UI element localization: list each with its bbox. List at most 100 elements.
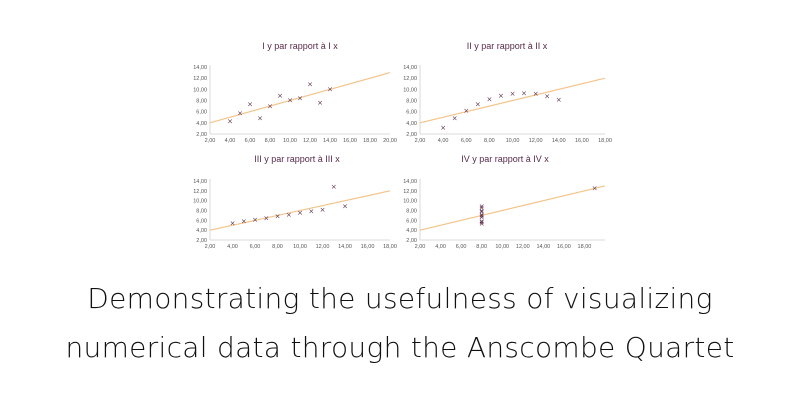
data-point: × bbox=[510, 90, 516, 98]
data-point: × bbox=[475, 101, 481, 109]
x-tick-label: 10,00 bbox=[506, 138, 520, 144]
x-tick-label: 12,00 bbox=[303, 138, 317, 144]
data-point: × bbox=[479, 220, 485, 228]
data-point: × bbox=[247, 101, 253, 109]
x-tick-label: 16,00 bbox=[557, 244, 571, 250]
y-tick-label: 4,00 bbox=[406, 228, 417, 234]
anscombe-quartet-charts: I y par rapport à I x 2,00 4,00 6,00 8,00 10,… bbox=[193, 41, 612, 250]
data-point: × bbox=[440, 124, 446, 132]
data-point: × bbox=[237, 109, 243, 117]
x-tick-label: 14,00 bbox=[536, 244, 550, 250]
trend-line bbox=[419, 185, 606, 231]
data-point: × bbox=[479, 213, 485, 221]
x-tick-label: 12,00 bbox=[516, 244, 530, 250]
data-point: × bbox=[327, 86, 333, 94]
y-tick-label: 4,00 bbox=[406, 121, 417, 127]
y-tick-label: 6,00 bbox=[406, 110, 417, 116]
data-point: × bbox=[479, 211, 485, 219]
chart-title: I y par rapport à I x bbox=[262, 41, 338, 51]
y-tick-label: 14,00 bbox=[193, 65, 207, 71]
x-tick-label: 6,00 bbox=[461, 138, 472, 144]
data-point: × bbox=[533, 90, 539, 98]
data-point: × bbox=[342, 202, 348, 210]
scatter-panel-4: IV y par rapport à IV x 2,00 4,00 6,00 8,00 1… bbox=[403, 154, 606, 250]
x-tick-label: 14,00 bbox=[552, 138, 566, 144]
x-tick-label: 10,00 bbox=[283, 138, 297, 144]
x-tick-label: 10,00 bbox=[293, 244, 307, 250]
headline-line-2: numerical data through the Anscombe Quar… bbox=[65, 331, 735, 364]
data-point: × bbox=[277, 92, 283, 100]
scatter-panel-1: I y par rapport à I x 2,00 4,00 6,00 8,00 10,… bbox=[193, 41, 397, 144]
data-point: × bbox=[227, 117, 233, 125]
data-point: × bbox=[479, 202, 485, 210]
x-tick-label: 16,00 bbox=[343, 138, 357, 144]
data-point: × bbox=[479, 218, 485, 226]
x-tick-label: 16,00 bbox=[575, 138, 589, 144]
y-tick-label: 2,00 bbox=[196, 238, 207, 244]
x-tick-label: 2,00 bbox=[415, 244, 426, 250]
data-point: × bbox=[331, 183, 337, 191]
data-point: × bbox=[479, 212, 485, 220]
x-tick-label: 18,00 bbox=[578, 244, 592, 250]
y-tick-label: 14,00 bbox=[403, 65, 417, 71]
data-point: × bbox=[521, 89, 527, 97]
y-tick-label: 12,00 bbox=[193, 76, 207, 82]
x-tick-label: 14,00 bbox=[323, 138, 337, 144]
x-tick-label: 4,00 bbox=[225, 138, 236, 144]
x-tick-label: 10,00 bbox=[495, 244, 509, 250]
trend-line bbox=[419, 77, 606, 124]
x-tick-label: 8,00 bbox=[272, 244, 283, 250]
x-tick-label: 20,00 bbox=[383, 138, 397, 144]
y-tick-label: 8,00 bbox=[406, 99, 417, 105]
y-tick-label: 6,00 bbox=[196, 218, 207, 224]
data-point: × bbox=[308, 207, 314, 215]
data-point: × bbox=[544, 92, 550, 100]
chart-title: III y par rapport à III x bbox=[254, 154, 340, 164]
x-tick-label: 12,00 bbox=[529, 138, 543, 144]
y-tick-label: 14,00 bbox=[193, 179, 207, 185]
data-point: × bbox=[317, 99, 323, 107]
y-tick-label: 10,00 bbox=[403, 87, 417, 93]
y-tick-label: 8,00 bbox=[196, 209, 207, 215]
data-point: × bbox=[479, 204, 485, 212]
x-tick-label: 14,00 bbox=[338, 244, 352, 250]
y-tick-label: 6,00 bbox=[406, 218, 417, 224]
x-tick-label: 18,00 bbox=[363, 138, 377, 144]
chart-title: II y par rapport à II x bbox=[467, 41, 548, 51]
y-tick-label: 12,00 bbox=[403, 76, 417, 82]
data-point: × bbox=[307, 81, 313, 89]
x-tick-label: 8,00 bbox=[476, 244, 487, 250]
data-point: × bbox=[320, 206, 326, 214]
y-tick-label: 10,00 bbox=[193, 199, 207, 205]
y-tick-label: 12,00 bbox=[193, 189, 207, 195]
y-tick-label: 14,00 bbox=[403, 179, 417, 185]
data-point: × bbox=[252, 216, 258, 224]
data-point: × bbox=[297, 95, 303, 103]
data-point: × bbox=[297, 209, 303, 217]
data-point: × bbox=[241, 218, 247, 226]
y-tick-label: 8,00 bbox=[406, 209, 417, 215]
y-tick-label: 4,00 bbox=[196, 121, 207, 127]
data-point: × bbox=[257, 114, 263, 122]
data-point: × bbox=[275, 213, 281, 221]
data-point: × bbox=[267, 102, 273, 110]
x-tick-label: 8,00 bbox=[484, 138, 495, 144]
data-point: × bbox=[230, 219, 236, 227]
data-point: × bbox=[479, 208, 485, 216]
trend-line bbox=[209, 72, 391, 124]
data-point: × bbox=[452, 115, 458, 123]
y-tick-label: 2,00 bbox=[196, 132, 207, 138]
y-tick-label: 10,00 bbox=[403, 199, 417, 205]
x-tick-label: 6,00 bbox=[456, 244, 467, 250]
data-point: × bbox=[287, 96, 293, 104]
y-tick-label: 8,00 bbox=[196, 99, 207, 105]
data-point: × bbox=[479, 207, 485, 215]
data-point: × bbox=[498, 92, 504, 100]
x-tick-label: 4,00 bbox=[438, 138, 449, 144]
x-tick-label: 6,00 bbox=[250, 244, 261, 250]
x-tick-label: 6,00 bbox=[245, 138, 256, 144]
data-point: × bbox=[592, 184, 598, 192]
chart-title: IV y par rapport à IV x bbox=[461, 154, 549, 164]
data-point: × bbox=[463, 107, 469, 115]
x-tick-label: 16,00 bbox=[361, 244, 375, 250]
